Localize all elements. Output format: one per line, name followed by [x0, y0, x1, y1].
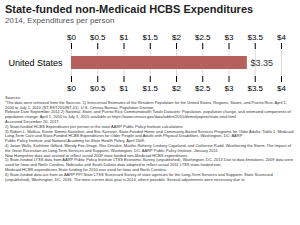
html-text:6) State-funded data are from: 6) State-funded data are from an AARP PP… [5, 171, 273, 182]
svg-text:$4: $4 [277, 33, 286, 42]
html-text:State-funded non-Medicaid HCBS: State-funded non-Medicaid HCBS Expenditu… [5, 3, 254, 15]
svg-text:$0.5: $0.5 [90, 33, 106, 42]
html-text:Public Policy Institute and Na: Public Policy Institute and National Aca… [5, 138, 146, 144]
svg-text:$0: $0 [67, 33, 76, 42]
svg-text:$3.5: $3.5 [247, 84, 263, 93]
html-text:4) Jason Walls, Kathleen Giffo: 4) Jason Walls, Kathleen Gifford, Wendy … [5, 143, 292, 153]
html-text:Release Date September 2011 2): Release Date September 2011 2) National,… [5, 109, 291, 120]
svg-text:$1: $1 [120, 84, 129, 93]
svg-text:$3: $3 [225, 33, 234, 42]
svg-text:$2: $2 [172, 33, 181, 42]
html-text:Medicaid HCBS expenditures Sta: Medicaid HCBS expenditures State funding… [5, 167, 167, 172]
svg-text:$0: $0 [67, 84, 76, 93]
svg-text:$3: $3 [225, 84, 234, 93]
svg-text:$4: $4 [277, 84, 286, 93]
svg-text:$1: $1 [120, 33, 129, 42]
html-text:2) State-funded HCBS Expenditu: 2) State-funded HCBS Expenditures per pe… [5, 123, 183, 129]
html-text:Sources:: Sources: [5, 95, 21, 100]
html-text:3) Robert L. Mollica, Kristin: 3) Robert L. Mollica, Kristin Simms-Kast… [5, 128, 294, 139]
svg-text:$2: $2 [172, 84, 181, 93]
svg-text:$2.5: $2.5 [195, 84, 211, 93]
html-text:New Hampshire data was revised: New Hampshire data was revised to reflec… [5, 152, 189, 158]
svg-text:$3.5: $3.5 [247, 33, 263, 42]
svg-text:$1.5: $1.5 [142, 84, 158, 93]
svg-text:United States: United States [8, 58, 63, 68]
svg-text:$3.35: $3.35 [250, 58, 273, 68]
html-text:Accessed December 20, 2017.: Accessed December 20, 2017. [5, 119, 60, 124]
html-text:*The data were retrieved from: *The data were retrieved from the Source… [5, 99, 287, 110]
html-text:2014, Expenditures per person: 2014, Expenditures per person [5, 16, 115, 25]
html-text:5) State-funded LTSS data from: 5) State-funded LTSS data from AARP Publ… [5, 157, 294, 168]
svg-text:$1.5: $1.5 [142, 33, 158, 42]
svg-text:$0.5: $0.5 [90, 84, 106, 93]
svg-text:$2.5: $2.5 [195, 33, 211, 42]
